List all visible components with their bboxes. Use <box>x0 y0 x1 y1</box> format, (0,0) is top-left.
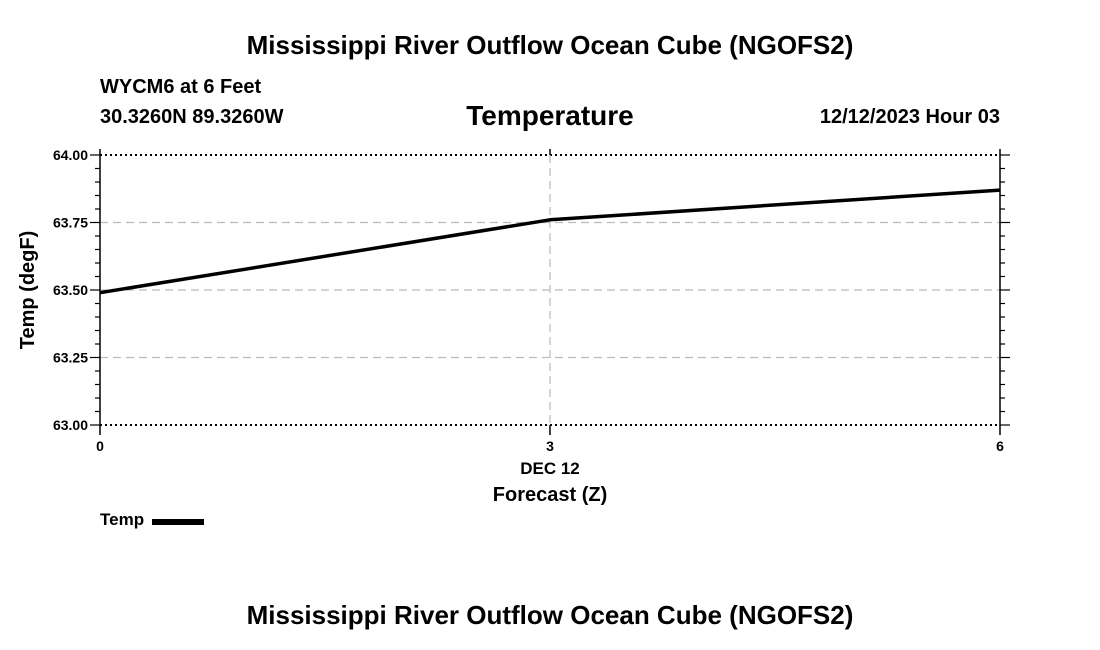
y-axis-label: Temp (degF) <box>17 231 39 350</box>
station-label: WYCM6 at 6 Feet <box>100 76 262 98</box>
axes-layer <box>90 149 1010 435</box>
y-tick-label: 63.75 <box>53 215 88 231</box>
main-title: Mississippi River Outflow Ocean Cube (NG… <box>246 30 854 60</box>
y-tick-label: 64.00 <box>53 147 88 163</box>
chart-legend: Temp <box>100 510 205 530</box>
y-tick-label: 63.25 <box>53 350 88 366</box>
legend-swatch-temp <box>152 518 205 525</box>
footer-title: Mississippi River Outflow Ocean Cube (NG… <box>246 600 854 630</box>
labels-layer: 63.00 63.25 63.50 63.75 64.00 0 3 6 DEC 12 Foreca… <box>17 147 1004 506</box>
x-date-label: DEC 12 <box>520 459 580 478</box>
chart-title: Temperature <box>466 100 634 131</box>
y-tick-label: 63.50 <box>53 282 88 298</box>
grid-layer <box>100 154 1000 426</box>
x-tick-label: 3 <box>546 438 554 454</box>
legend-label-temp: Temp <box>100 510 145 529</box>
station-coordinates: 30.3260N 89.3260W <box>100 106 284 128</box>
x-axis-label: Forecast (Z) <box>493 484 607 506</box>
x-tick-label: 0 <box>96 438 104 454</box>
x-tick-label: 6 <box>996 438 1004 454</box>
series-line-temp <box>99 188 1001 295</box>
series-layer <box>99 188 1001 295</box>
y-tick-label: 63.00 <box>53 417 88 433</box>
forecast-datetime: 12/12/2023 Hour 03 <box>819 106 1000 128</box>
